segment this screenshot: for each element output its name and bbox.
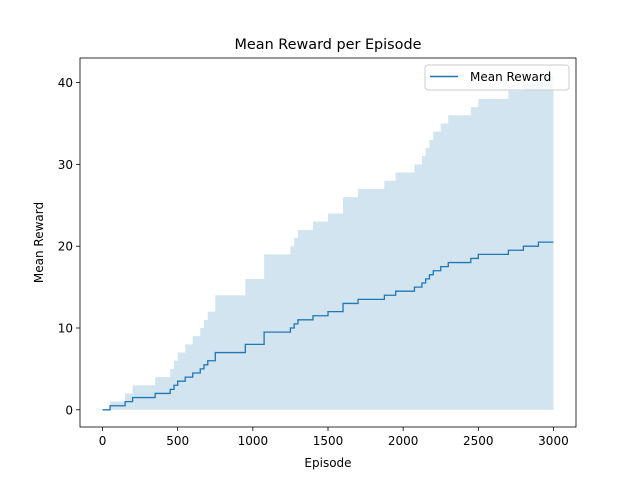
chart-title: Mean Reward per Episode — [235, 37, 422, 53]
legend: Mean Reward — [424, 64, 570, 91]
legend-label-mean-reward: Mean Reward — [470, 70, 551, 84]
y-tick-label: 10 — [58, 322, 73, 336]
y-tick-label: 30 — [58, 158, 73, 172]
y-tick-label: 20 — [58, 240, 73, 254]
x-tick-label: 2500 — [463, 434, 494, 448]
x-tick-label: 0 — [99, 434, 107, 448]
y-tick-label: 40 — [58, 76, 73, 90]
x-tick-label: 1000 — [238, 434, 269, 448]
legend-box — [424, 64, 570, 91]
mean-reward-line — [102, 241, 554, 411]
y-tick-label: 0 — [65, 403, 73, 417]
band-layer — [102, 74, 554, 410]
y-axis-ticks: 0 10 20 30 40 — [58, 76, 80, 417]
x-tick-label: 2000 — [388, 434, 419, 448]
x-tick-label: 500 — [166, 434, 189, 448]
y-axis-label: Mean Reward — [32, 202, 46, 283]
confidence-band — [102, 74, 554, 410]
x-axis-label: Episode — [304, 456, 351, 470]
x-tick-label: 1500 — [313, 434, 344, 448]
line-layer — [102, 241, 554, 411]
x-tick-label: 3000 — [538, 434, 569, 448]
x-axis-ticks: 0 500 1000 1500 2000 2500 3000 — [99, 427, 569, 448]
